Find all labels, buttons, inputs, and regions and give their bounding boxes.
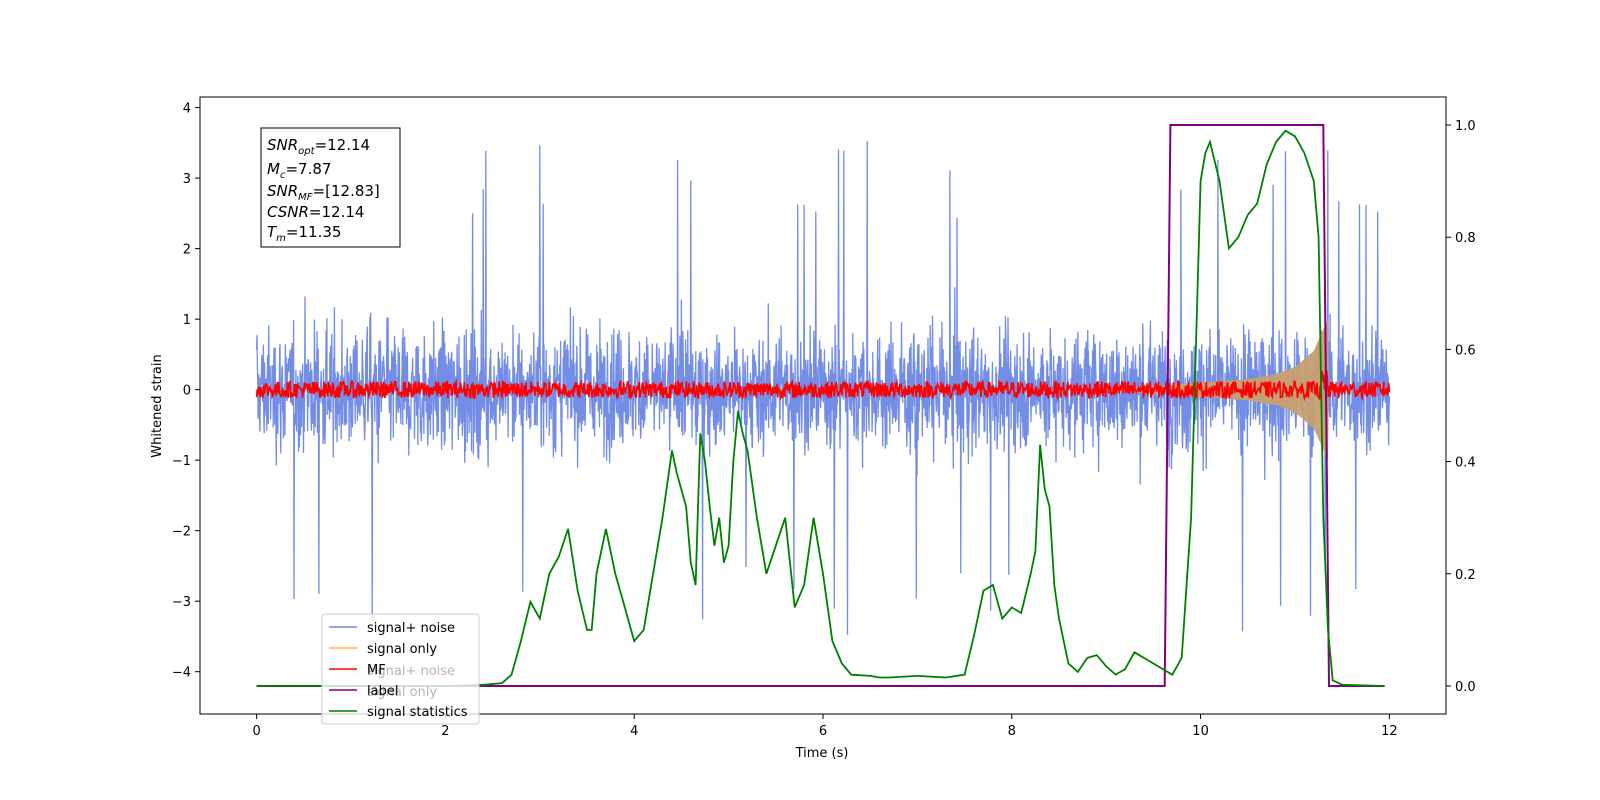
mf-line [255, 369, 1391, 402]
y-left-tick-label: 2 [183, 243, 191, 258]
info-csnr: CSNR=12.14 [267, 203, 364, 221]
legend-label-signal-statistics: signal statistics [367, 705, 468, 720]
y-right-tick-label: 0.4 [1455, 456, 1476, 471]
x-tick-label: 8 [1008, 724, 1016, 739]
y-right-tick-label: 0.0 [1455, 680, 1476, 695]
y-left-tick-label: −2 [172, 525, 191, 540]
info-mc: Mc=7.87 [267, 160, 331, 181]
y-left-tick-label: 0 [183, 384, 191, 399]
y-right-tick-label: 1.0 [1455, 119, 1476, 134]
y-left-tick-label: 4 [183, 102, 191, 117]
y-right-tick-label: 0.6 [1455, 343, 1476, 358]
x-tick-label: 2 [441, 724, 449, 739]
info-box: SNRopt=12.14 Mc=7.87 SNRMF=[12.83] CSNR=… [260, 127, 401, 248]
x-tick-label: 6 [819, 724, 827, 739]
y-right-tick-label: 0.2 [1455, 568, 1476, 583]
x-tick-label: 0 [252, 724, 260, 739]
x-axis-label: Time (s) [795, 746, 849, 761]
legend: signal+ noise signal only signal+ noise … [321, 613, 480, 725]
series-mf [255, 369, 1391, 402]
x-tick-label: 4 [630, 724, 638, 739]
info-snr-mf: SNRMF=[12.83] [267, 182, 380, 203]
y-right-tick-label: 0.8 [1455, 231, 1476, 246]
y-left-tick-label: −4 [172, 666, 191, 681]
signal-statistics-line [256, 129, 1385, 687]
label-line [256, 124, 1385, 687]
legend-ghost-text: signal+ noise [367, 664, 455, 679]
series-label [256, 124, 1385, 687]
legend-label-label: label [367, 684, 398, 699]
legend-label-signal-noise: signal+ noise [367, 621, 455, 636]
y-left-tick-label: −3 [172, 595, 191, 610]
legend-label-signal-only: signal only [367, 642, 437, 657]
y-axis-label: Whitened strain [150, 354, 165, 457]
y-left-tick-label: 3 [183, 172, 191, 187]
y-left-tick-label: 1 [183, 313, 191, 328]
legend-frame [321, 613, 480, 725]
series-signal-statistics [256, 129, 1385, 687]
x-tick-label: 10 [1192, 724, 1209, 739]
info-tm: Tm=11.35 [267, 223, 341, 244]
legend-ghost-text: signal only [367, 685, 437, 700]
y-left-tick-label: −1 [172, 454, 191, 469]
info-box-frame [260, 127, 401, 248]
x-tick-label: 12 [1381, 724, 1398, 739]
legend-label-mf: MF [367, 663, 386, 678]
info-snr-opt: SNRopt=12.14 [267, 136, 370, 157]
